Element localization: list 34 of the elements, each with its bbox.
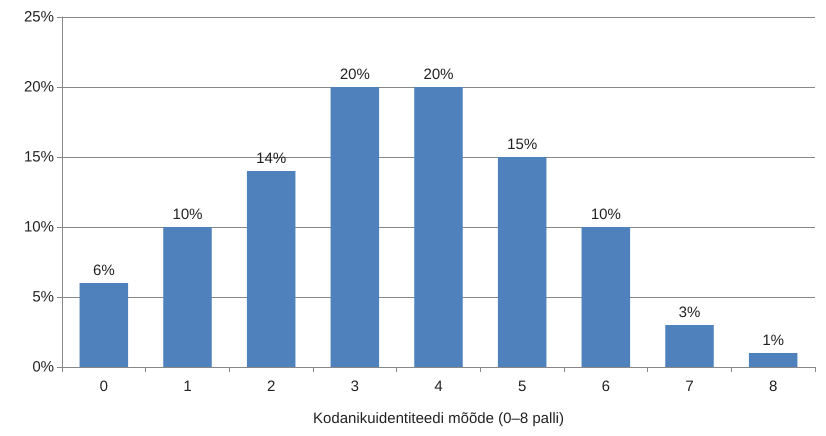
bar <box>498 157 546 367</box>
x-tick-label: 2 <box>266 378 276 395</box>
y-tick-label: 10% <box>24 218 54 236</box>
x-tick-label: 0 <box>100 378 108 395</box>
y-tick-label: 0% <box>32 358 54 376</box>
data-label: 10% <box>172 206 203 223</box>
data-label: 20% <box>423 66 454 83</box>
data-label: 15% <box>507 136 538 153</box>
bar <box>80 283 128 367</box>
bar <box>582 227 630 367</box>
x-tick-label: 7 <box>685 378 694 395</box>
data-label: 3% <box>678 304 700 321</box>
x-tick-label: 3 <box>350 378 360 395</box>
bar <box>665 325 714 367</box>
data-label: 20% <box>340 66 370 83</box>
x-tick-label: 5 <box>518 378 526 395</box>
y-tick-label: 15% <box>24 148 54 166</box>
bar <box>748 353 798 367</box>
data-label: 1% <box>762 332 784 349</box>
data-label: 10% <box>590 206 621 223</box>
y-tick-label: 20% <box>24 78 54 96</box>
x-tick-label: 8 <box>768 378 778 395</box>
x-tick-label: 4 <box>434 378 443 395</box>
bar <box>414 87 463 367</box>
x-axis-title: Kodanikuidentiteedi mõõde (0–8 palli) <box>312 410 564 427</box>
x-tick-label: 6 <box>602 378 610 395</box>
y-tick-label: 5% <box>32 288 54 306</box>
data-label: 6% <box>92 262 115 279</box>
bar <box>246 171 296 367</box>
data-label: 14% <box>256 150 286 167</box>
bar <box>163 227 212 367</box>
y-tick-label: 25% <box>24 8 54 26</box>
x-tick-label: 1 <box>183 378 192 395</box>
bar <box>330 87 380 367</box>
